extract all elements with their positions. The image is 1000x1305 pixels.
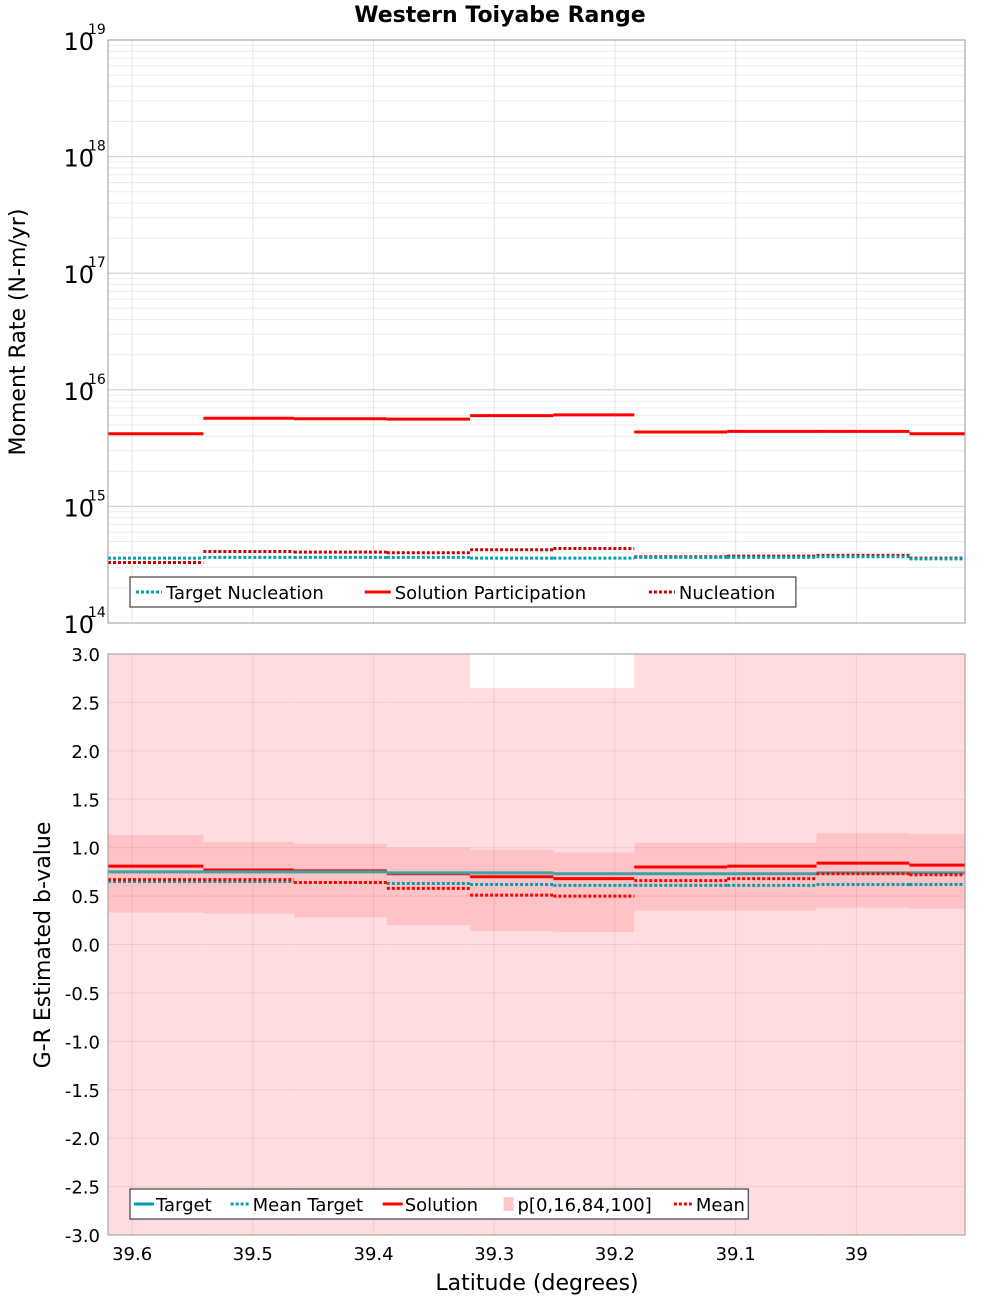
top-y-tick-base: 10 bbox=[63, 611, 94, 639]
bottom-y-tick-label: 0.5 bbox=[71, 887, 100, 908]
top-y-axis-label: Moment Rate (N-m/yr) bbox=[6, 209, 31, 456]
bottom-legend-swatch bbox=[503, 1197, 514, 1211]
band-inner bbox=[203, 841, 294, 914]
bottom-y-tick-label: 1.5 bbox=[71, 790, 100, 811]
bottom-y-tick-label: -3.0 bbox=[65, 1226, 100, 1247]
band-outer bbox=[634, 654, 728, 1235]
band-outer bbox=[553, 687, 635, 1235]
top-y-tick-exponent: 18 bbox=[88, 139, 106, 155]
bottom-y-tick-label: -1.0 bbox=[65, 1032, 100, 1053]
band-outer bbox=[816, 654, 910, 1235]
band-outer bbox=[203, 654, 294, 1235]
bottom-y-tick-label: 3.0 bbox=[71, 645, 100, 666]
bottom-y-tick-label: -0.5 bbox=[65, 984, 100, 1005]
top-y-tick-base: 10 bbox=[63, 261, 94, 289]
bottom-legend-label: Mean Target bbox=[253, 1195, 363, 1216]
top-y-tick-base: 10 bbox=[63, 494, 94, 522]
x-axis-label: Latitude (degrees) bbox=[435, 1271, 638, 1296]
bottom-y-tick-label: 1.0 bbox=[71, 839, 100, 860]
top-legend-box bbox=[129, 576, 797, 608]
top-legend: Target Nucleation Solution Participation N… bbox=[129, 576, 797, 608]
bottom-legend-label: p[0,16,84,100] bbox=[518, 1195, 652, 1216]
bottom-y-ticks: 3.0 2.5 2.0 1.5 1.0 0.5 0.0 -0.5 -1.0 -1.5 -2.0 -2.… bbox=[65, 645, 100, 1247]
band-inner bbox=[108, 835, 204, 913]
band-inner bbox=[816, 833, 910, 908]
top-grid bbox=[108, 39, 965, 624]
band-inner bbox=[553, 852, 635, 932]
band-outer bbox=[727, 654, 817, 1235]
top-y-tick-base: 10 bbox=[63, 28, 94, 56]
top-y-tick-exponent: 19 bbox=[88, 22, 106, 38]
band-outer bbox=[470, 687, 554, 1235]
band-inner bbox=[293, 843, 387, 918]
band-outer bbox=[293, 654, 387, 1235]
band-inner bbox=[727, 842, 817, 911]
band-inner bbox=[634, 842, 728, 911]
bottom-percentile-bands bbox=[108, 654, 965, 1235]
x-tick-label: 39.1 bbox=[716, 1244, 756, 1265]
bottom-legend-label: Solution bbox=[405, 1195, 478, 1216]
bottom-plot-frame bbox=[107, 653, 966, 1236]
band-outer bbox=[386, 654, 471, 1235]
top-legend-label: Nucleation bbox=[679, 583, 775, 604]
x-tick-label: 39.5 bbox=[233, 1244, 273, 1265]
bottom-y-tick-label: 2.0 bbox=[71, 742, 100, 763]
top-legend-label: Solution Participation bbox=[395, 583, 586, 604]
b-value-panel: 3.0 2.5 2.0 1.5 1.0 0.5 0.0 -0.5 -1.0 -1.5 -2.0 -2.… bbox=[31, 645, 966, 1296]
bottom-y-axis-label: G-R Estimated b-value bbox=[31, 822, 56, 1069]
x-ticks: 39.6 39.5 39.4 39.3 39.2 39.1 39 bbox=[112, 1244, 868, 1265]
top-plot-frame bbox=[107, 39, 966, 624]
bottom-y-tick-label: -1.5 bbox=[65, 1081, 100, 1102]
x-tick-label: 39.3 bbox=[474, 1244, 514, 1265]
top-y-tick-base: 10 bbox=[63, 378, 94, 406]
bottom-y-tick-label: -2.0 bbox=[65, 1129, 100, 1150]
x-tick-label: 39 bbox=[845, 1244, 868, 1265]
bottom-legend: Target Mean Target Solution p[0,16,84,100] M… bbox=[129, 1188, 749, 1220]
bottom-y-tick-label: 0.0 bbox=[71, 936, 100, 957]
band-outer bbox=[108, 654, 204, 1235]
bottom-y-tick-label: 2.5 bbox=[71, 693, 100, 714]
bottom-series bbox=[108, 861, 965, 898]
x-tick-label: 39.6 bbox=[112, 1244, 152, 1265]
top-legend-label: Target Nucleation bbox=[165, 583, 324, 604]
top-y-tick-exponent: 16 bbox=[88, 372, 106, 388]
top-y-tick-exponent: 14 bbox=[88, 605, 106, 621]
band-outer bbox=[909, 654, 965, 1235]
x-tick-label: 39.4 bbox=[354, 1244, 394, 1265]
top-y-tick-exponent: 17 bbox=[88, 255, 106, 271]
top-series bbox=[108, 413, 965, 565]
band-inner bbox=[386, 847, 471, 926]
top-y-tick-base: 10 bbox=[63, 145, 94, 173]
chart-title: Western Toiyabe Range bbox=[354, 3, 645, 28]
bottom-legend-label: Target bbox=[155, 1195, 212, 1216]
x-tick-label: 39.2 bbox=[595, 1244, 635, 1265]
band-inner bbox=[470, 849, 554, 931]
bottom-legend-label: Mean bbox=[696, 1195, 745, 1216]
bottom-y-tick-label: -2.5 bbox=[65, 1178, 100, 1199]
top-y-tick-exponent: 15 bbox=[88, 488, 106, 504]
